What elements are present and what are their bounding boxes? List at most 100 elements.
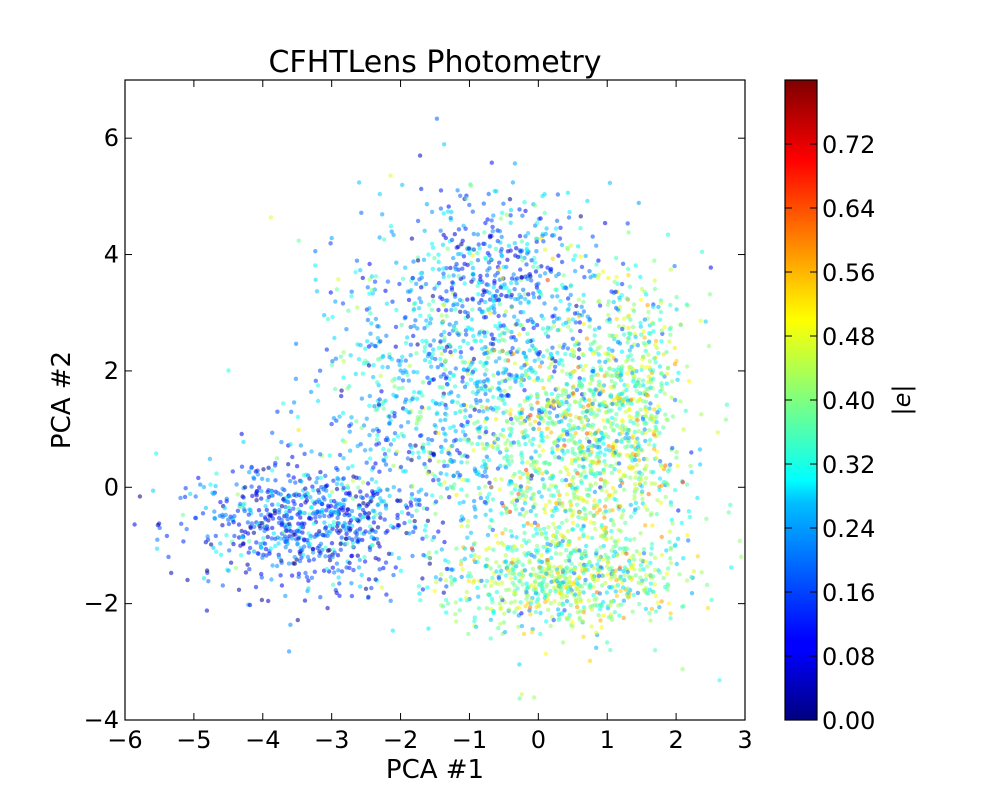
data-point xyxy=(577,378,582,384)
data-point xyxy=(522,291,528,297)
data-point xyxy=(541,544,546,550)
data-point xyxy=(438,206,444,211)
data-point xyxy=(498,621,503,626)
data-point xyxy=(534,322,540,328)
data-point xyxy=(532,554,537,559)
data-point xyxy=(446,601,451,606)
data-point xyxy=(655,498,660,503)
data-point xyxy=(659,552,665,558)
data-point xyxy=(465,524,470,529)
data-point xyxy=(425,471,430,476)
data-point xyxy=(602,459,607,464)
data-point xyxy=(576,593,582,599)
data-point xyxy=(444,412,449,418)
data-point xyxy=(532,579,538,584)
data-point xyxy=(468,413,473,419)
data-point xyxy=(509,500,515,505)
data-point xyxy=(556,497,562,502)
data-point xyxy=(459,242,464,247)
data-point xyxy=(488,256,494,262)
data-point xyxy=(268,215,274,220)
data-point xyxy=(556,612,561,617)
data-point xyxy=(531,426,536,431)
data-point xyxy=(541,239,546,244)
data-point xyxy=(527,605,533,610)
data-point xyxy=(417,497,422,503)
data-point xyxy=(526,416,532,422)
data-point xyxy=(519,692,524,697)
data-point xyxy=(377,469,382,474)
data-point xyxy=(581,292,586,298)
data-point xyxy=(541,354,546,359)
data-point xyxy=(483,429,489,435)
data-point xyxy=(509,292,514,298)
x-tick-label: 0 xyxy=(531,726,546,754)
data-point xyxy=(329,541,335,546)
data-point xyxy=(399,510,404,515)
data-point xyxy=(296,238,301,243)
data-point xyxy=(375,491,380,496)
data-point xyxy=(644,421,649,426)
data-point xyxy=(592,431,598,437)
data-point xyxy=(334,528,340,533)
data-point xyxy=(555,529,560,535)
data-point xyxy=(569,460,575,466)
data-point xyxy=(608,647,613,653)
data-point xyxy=(481,458,486,464)
data-point xyxy=(486,191,491,197)
data-point xyxy=(632,489,637,494)
data-point xyxy=(424,506,430,511)
data-point xyxy=(482,330,487,335)
data-point xyxy=(302,521,307,526)
data-point xyxy=(453,267,458,272)
data-point xyxy=(470,307,475,312)
data-point xyxy=(499,568,504,573)
data-point xyxy=(236,587,242,592)
data-point xyxy=(511,272,516,277)
data-point xyxy=(610,445,615,450)
data-point xyxy=(154,451,159,456)
data-point xyxy=(549,391,555,397)
data-point xyxy=(247,507,252,512)
data-point xyxy=(259,476,265,481)
data-point xyxy=(533,548,539,553)
data-point xyxy=(565,190,571,195)
data-point xyxy=(483,466,489,471)
data-point xyxy=(641,567,646,572)
data-point xyxy=(525,318,530,323)
data-point xyxy=(276,515,282,521)
data-point xyxy=(571,475,576,480)
data-point xyxy=(257,485,262,490)
data-point xyxy=(596,298,602,304)
data-point xyxy=(358,584,363,589)
data-point xyxy=(532,520,538,525)
x-tick-label: −4 xyxy=(245,726,280,754)
data-point xyxy=(585,198,590,204)
data-point xyxy=(549,483,554,488)
data-point xyxy=(420,576,425,581)
colorbar-ticks: 0.000.080.160.240.320.400.480.560.640.72 xyxy=(785,131,875,735)
data-point xyxy=(611,367,616,373)
data-point xyxy=(605,302,611,307)
data-point xyxy=(482,241,487,247)
data-point xyxy=(617,425,623,431)
data-point xyxy=(448,425,453,431)
data-point xyxy=(387,414,392,419)
data-point xyxy=(387,467,393,473)
data-point xyxy=(201,484,207,490)
data-point xyxy=(462,437,467,442)
data-point xyxy=(493,359,499,364)
data-point xyxy=(335,509,341,514)
data-point xyxy=(440,520,446,525)
data-point xyxy=(385,487,390,492)
data-point xyxy=(272,463,278,468)
data-point xyxy=(608,602,613,608)
data-point xyxy=(557,601,562,607)
data-point xyxy=(558,225,563,230)
data-point xyxy=(496,386,502,391)
data-point xyxy=(395,515,400,521)
data-point xyxy=(579,551,585,556)
data-point xyxy=(625,340,630,345)
data-point xyxy=(297,558,303,564)
data-point xyxy=(431,451,436,456)
